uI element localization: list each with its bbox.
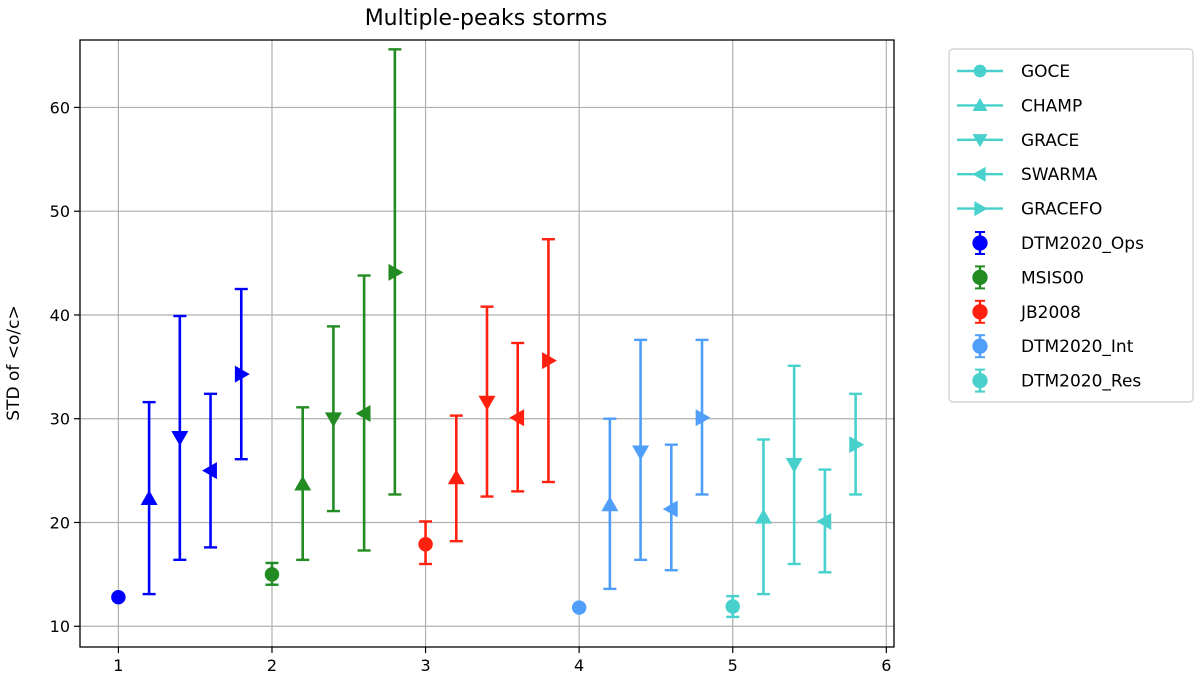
axis-ticks: 1 2 3 4 5 6 10 20 30 40 50 60 <box>50 98 892 675</box>
data-point <box>355 405 371 423</box>
y-tick-label: 30 <box>50 410 70 429</box>
legend-label-DTM2020_Int: DTM2020_Int <box>1021 337 1134 357</box>
series-DTM2020_Ops <box>111 287 250 605</box>
data-point <box>725 599 740 614</box>
legend-label-GOCE: GOCE <box>1021 62 1070 82</box>
data-point <box>388 263 404 281</box>
legend-marker-DTM2020_Ops <box>972 235 988 251</box>
data-point <box>294 475 312 491</box>
legend-label-DTM2020_Res: DTM2020_Res <box>1021 372 1141 392</box>
series-MSIS00 <box>264 48 404 586</box>
data-point <box>785 458 803 473</box>
y-tick-label: 10 <box>50 617 70 636</box>
data-point <box>264 567 280 582</box>
data-point <box>571 600 587 615</box>
legend-marker-JB2008 <box>972 304 988 320</box>
data-point <box>754 508 772 524</box>
series-DTM2020_Res <box>725 364 865 619</box>
legend-label-DTM2020_Ops: DTM2020_Ops <box>1021 234 1144 254</box>
data-point <box>849 436 865 454</box>
legend-label-CHAMP: CHAMP <box>1021 96 1082 116</box>
data-point <box>234 365 250 383</box>
data-point <box>601 496 619 512</box>
x-tick-label: 2 <box>267 656 277 675</box>
data-point <box>140 490 158 505</box>
data-point <box>695 409 711 427</box>
data-point <box>542 352 557 370</box>
y-axis-label: STD of <o/c> <box>4 305 24 420</box>
legend-marker-GRACE <box>972 134 988 148</box>
data-point <box>418 537 433 552</box>
legend-marker-CHAMP <box>972 97 988 112</box>
series-JB2008 <box>418 238 557 566</box>
data-point <box>662 500 678 518</box>
chart-title: Multiple-peaks storms <box>365 6 608 31</box>
x-tick-label: 3 <box>420 656 430 675</box>
y-tick-label: 40 <box>50 306 70 325</box>
legend: GOCE CHAMP GRACE SWARMA GRACEFO DTM2020_Ops MS… <box>948 48 1194 403</box>
data-point <box>171 431 189 446</box>
legend-marker-MSIS00 <box>972 269 988 286</box>
data-point <box>324 412 342 428</box>
legend-label-GRACE: GRACE <box>1021 131 1079 151</box>
x-tick-label: 5 <box>728 656 738 675</box>
x-tick-label: 4 <box>574 656 584 675</box>
plot-frame <box>79 39 895 648</box>
y-tick-label: 20 <box>50 513 70 532</box>
legend-marker-GOCE <box>973 64 987 78</box>
legend-marker-GRACEFO <box>974 201 988 217</box>
data-point <box>447 469 465 485</box>
x-tick-label: 6 <box>881 656 891 675</box>
plot-series <box>111 48 865 619</box>
data-point <box>111 589 126 605</box>
legend-marker-SWARMA <box>972 166 986 182</box>
x-tick-label: 1 <box>113 656 123 675</box>
y-tick-label: 50 <box>50 202 70 221</box>
data-point <box>202 462 217 480</box>
legend-box <box>948 48 1194 403</box>
data-point <box>632 445 650 461</box>
y-tick-label: 60 <box>50 98 70 117</box>
legend-marker-DTM2020_Int <box>972 338 988 354</box>
data-point <box>478 395 496 411</box>
legend-label-SWARMA: SWARMA <box>1021 165 1098 185</box>
data-point <box>816 512 832 530</box>
legend-label-GRACEFO: GRACEFO <box>1021 200 1102 220</box>
legend-marker-DTM2020_Res <box>972 372 988 389</box>
legend-label-JB2008: JB2008 <box>1020 303 1081 323</box>
legend-label-MSIS00: MSIS00 <box>1021 268 1084 288</box>
series-DTM2020_Int <box>571 338 711 615</box>
data-point <box>509 409 525 427</box>
